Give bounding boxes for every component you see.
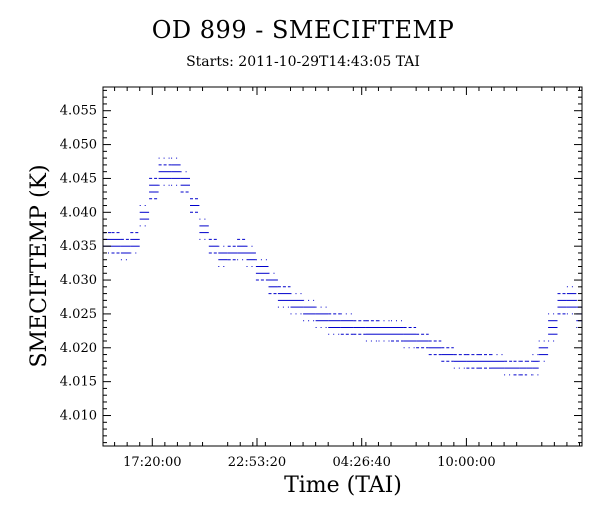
x-tick-label: 22:53:20 [228, 455, 286, 470]
y-tick-label: 4.045 [60, 171, 97, 186]
plot-frame [102, 86, 583, 447]
y-axis-title: SMECIFTEMP (K) [27, 164, 52, 367]
x-tick-label: 17:20:00 [123, 455, 181, 470]
y-tick-label: 4.050 [60, 138, 97, 153]
y-tick-label: 4.010 [60, 409, 97, 424]
y-tick-label: 4.040 [60, 205, 97, 220]
x-tick-label: 04:26:40 [333, 455, 391, 470]
y-tick-label: 4.025 [60, 307, 97, 322]
axis-tick-labels: 4.010 4.015 4.020 4.025 4.030 4.035 4.040 4.045… [60, 104, 496, 470]
x-axis-title: Time (TAI) [284, 473, 402, 498]
x-tick-label: 10:00:00 [437, 455, 495, 470]
chart-title: OD 899 - SMECIFTEMP [151, 16, 455, 44]
y-tick-label: 4.055 [60, 104, 97, 119]
y-tick-label: 4.030 [60, 273, 97, 288]
data-marks [103, 157, 582, 376]
axis-ticks [103, 87, 582, 446]
y-tick-label: 4.015 [60, 375, 97, 390]
chart-subtitle: Starts: 2011-10-29T14:43:05 TAI [186, 54, 420, 70]
y-tick-label: 4.035 [60, 239, 97, 254]
y-tick-label: 4.020 [60, 341, 97, 356]
